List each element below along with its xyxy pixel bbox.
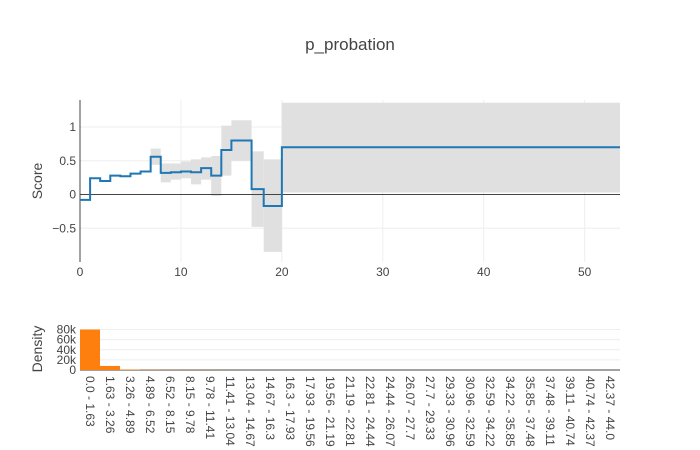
density-bar	[80, 329, 100, 370]
density-x-tick-label: 34.22 - 35.85	[503, 376, 517, 447]
density-x-tick-label: 9.78 - 11.41	[203, 376, 217, 439]
density-x-ticks: 0.0 - 1.63 1.63 - 3.26 3.26 - 4.89 4.89 - 6…	[83, 376, 617, 447]
score-y-tick-label: −0.5	[52, 221, 76, 235]
density-x-tick-label: 13.04 - 14.67	[243, 376, 257, 447]
density-x-tick-label: 0.0 - 1.63	[83, 376, 97, 427]
density-x-tick-label: 29.33 - 30.96	[443, 376, 457, 447]
density-x-tick-label: 42.37 - 44.0	[603, 376, 617, 440]
density-y-tick-label: 20k	[57, 353, 77, 367]
score-y-tick-label: 0	[69, 188, 76, 202]
density-x-tick-label: 19.56 - 21.19	[323, 376, 337, 447]
score-step-line	[80, 139, 620, 207]
density-gridlines	[80, 329, 620, 371]
density-x-tick-label: 1.63 - 3.26	[103, 376, 117, 434]
density-x-tick-label: 35.85 - 37.48	[523, 376, 537, 447]
density-x-tick-label: 17.93 - 19.56	[303, 376, 317, 447]
density-bar	[120, 369, 140, 370]
density-x-tick-label: 37.48 - 39.11	[543, 376, 557, 446]
density-y-tick-label: 40k	[57, 343, 77, 357]
density-x-tick-label: 40.74 - 42.37	[583, 376, 597, 447]
density-x-tick-label: 22.81 - 24.44	[363, 376, 377, 447]
score-x-tick-label: 0	[77, 265, 84, 279]
density-x-tick-label: 16.3 - 17.93	[283, 376, 297, 440]
chart-title: p_probation	[305, 35, 395, 54]
density-x-tick-label: 24.44 - 26.07	[383, 376, 397, 447]
score-x-tick-label: 20	[275, 265, 289, 279]
density-y-tick-label: 0	[69, 363, 76, 377]
score-x-ticks: 0 10 20 30 40 50	[77, 265, 592, 279]
density-x-tick-label: 27.7 - 29.33	[423, 376, 437, 440]
density-bars	[80, 329, 620, 370]
score-y-ticks: −0.5 0 0.5 1	[52, 120, 76, 235]
density-y-tick-label: 80k	[57, 323, 77, 337]
density-x-tick-label: 21.19 - 22.81	[343, 376, 357, 447]
density-x-tick-label: 3.26 - 4.89	[123, 376, 137, 434]
density-x-tick-label: 4.89 - 6.52	[143, 376, 157, 434]
score-y-axis-title: Score	[29, 163, 45, 200]
score-y-tick-label: 0.5	[59, 154, 76, 168]
density-x-tick-label: 32.59 - 34.22	[483, 376, 497, 447]
density-x-tick-label: 30.96 - 32.59	[463, 376, 477, 447]
score-x-tick-label: 10	[174, 265, 188, 279]
density-x-tick-label: 6.52 - 8.15	[163, 376, 177, 434]
density-x-tick-label: 11.41 - 13.04	[223, 376, 237, 446]
density-bar	[100, 365, 120, 370]
density-y-tick-label: 60k	[57, 333, 77, 347]
score-band-segment	[180, 161, 192, 179]
score-x-tick-label: 40	[477, 265, 491, 279]
density-y-axis-title: Density	[29, 326, 45, 373]
density-x-tick-label: 14.67 - 16.3	[263, 376, 277, 440]
score-y-tick-label: 1	[69, 120, 76, 134]
density-x-tick-label: 39.11 - 40.74	[563, 376, 577, 446]
score-x-tick-label: 30	[376, 265, 390, 279]
score-confidence-band	[150, 102, 620, 252]
score-step-series	[80, 139, 620, 207]
density-x-tick-label: 8.15 - 9.78	[183, 376, 197, 434]
score-x-tick-label: 50	[578, 265, 592, 279]
density-x-tick-label: 26.07 - 27.7	[403, 376, 417, 440]
